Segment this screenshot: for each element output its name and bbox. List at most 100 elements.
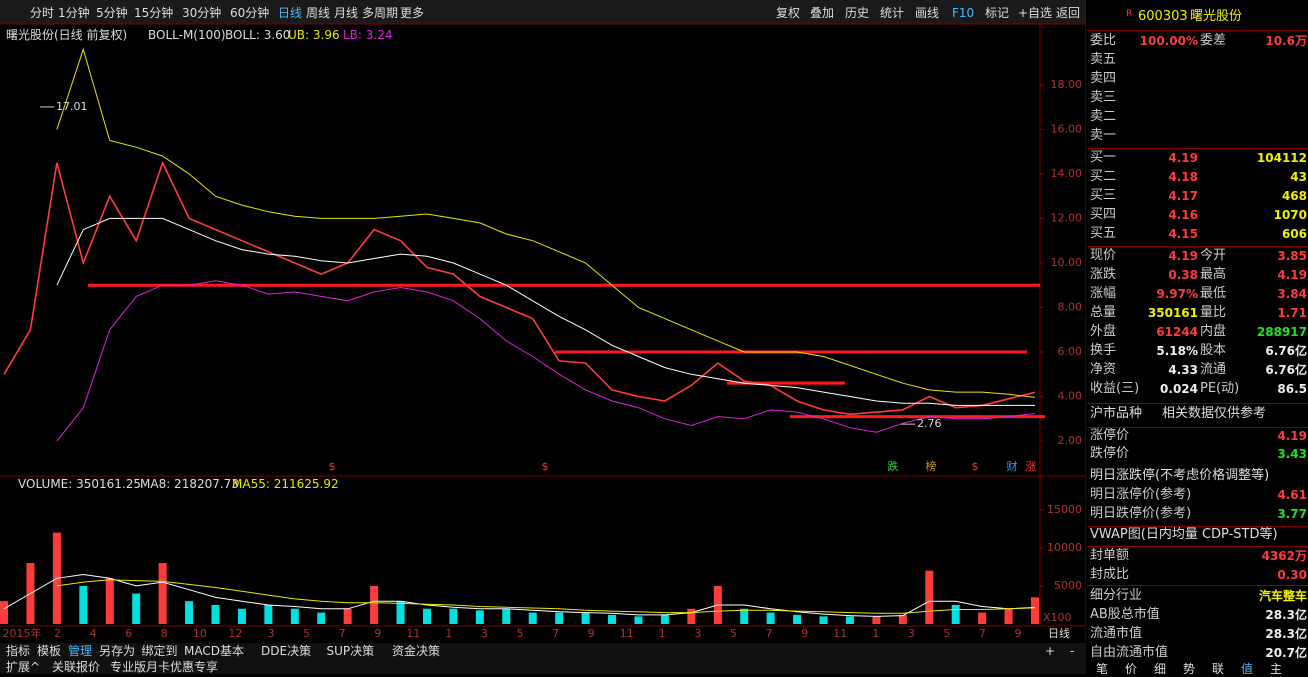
volume-bar <box>449 608 458 624</box>
bid-volume: 1070 <box>1273 208 1307 222</box>
period-tab[interactable]: 日线 <box>278 6 303 20</box>
toolbar-button[interactable]: 历史 <box>845 6 870 20</box>
x-tick-label: 3 <box>481 627 488 640</box>
panel-tab[interactable]: 细 <box>1154 662 1167 676</box>
x-tick-label: 5 <box>303 627 310 640</box>
period-tab[interactable]: 更多 <box>400 6 425 20</box>
field-label: PE(动) <box>1200 381 1240 396</box>
x-tick-label: 9 <box>588 627 595 640</box>
toolbar-button[interactable]: 统计 <box>880 6 905 20</box>
bottom-tool[interactable]: 绑定到 <box>141 644 178 658</box>
field-value: 4.61 <box>1277 488 1307 502</box>
chart-area: 2.00 4.00 6.00 8.00 10.00 12.00 14.00 16.00 18.0… <box>0 0 1086 674</box>
panel-tab[interactable]: 值 <box>1241 662 1254 676</box>
x-tick-label: 9 <box>1015 627 1022 640</box>
bottom-tool[interactable]: SUP决策 <box>326 644 375 658</box>
chart-title: 曙光股份(日线 前复权) <box>6 28 128 42</box>
x-tick-label: 11 <box>620 627 634 640</box>
volume-bar <box>475 610 484 624</box>
toolbar-button[interactable]: 画线 <box>915 6 940 20</box>
bid-price: 4.19 <box>1168 151 1198 165</box>
toolbar-button[interactable]: 复权 <box>776 6 801 20</box>
status-item[interactable]: 扩展^ <box>6 660 41 674</box>
indicator-legend: UB: 3.96 <box>288 28 340 42</box>
line-series <box>56 579 1036 614</box>
field-value: 6.76亿 <box>1265 344 1307 358</box>
zoom-button[interactable]: - <box>1070 644 1075 658</box>
field-label: 委差 <box>1200 33 1227 48</box>
field-label: 量比 <box>1200 305 1227 320</box>
panel-tab[interactable]: 联 <box>1212 662 1225 676</box>
bottom-tool[interactable]: 管理 <box>68 644 93 658</box>
volume-bar <box>1004 608 1013 624</box>
period-tab[interactable]: 5分钟 <box>96 6 128 20</box>
status-item[interactable]: 关联报价 <box>52 660 101 674</box>
field-value: 4.33 <box>1168 363 1198 377</box>
separator <box>1087 585 1308 586</box>
period-tab[interactable]: 15分钟 <box>134 6 174 20</box>
volume-bar <box>978 612 987 624</box>
toolbar-button[interactable]: +自选 <box>1018 6 1053 20</box>
period-tab[interactable]: 分时 <box>30 6 55 20</box>
bottom-tool[interactable]: 另存为 <box>99 644 136 658</box>
status-item[interactable]: 专业版月卡优惠专享 <box>110 660 219 674</box>
bottom-tool[interactable]: DDE决策 <box>261 644 312 658</box>
event-marker: $ <box>329 460 336 473</box>
field-value: 0.024 <box>1160 382 1198 396</box>
x-tick-label: 1 <box>659 627 666 640</box>
x-tick-label: 2 <box>54 627 61 640</box>
field-label: 净资 <box>1090 362 1117 377</box>
bottom-tool[interactable]: MACD基本 <box>184 644 244 658</box>
toolbar-button[interactable]: 返回 <box>1056 6 1081 20</box>
bid-label: 买三 <box>1090 188 1117 203</box>
toolbar-button[interactable]: F10 <box>952 6 975 20</box>
panel-tab[interactable]: 势 <box>1183 662 1196 676</box>
field-value: 100.00% <box>1139 34 1198 48</box>
volume-bar <box>422 608 431 624</box>
field-label: 最低 <box>1200 286 1227 301</box>
field-value: 20.7亿 <box>1265 646 1307 660</box>
period-tab[interactable]: 30分钟 <box>182 6 222 20</box>
field-value: 4.19 <box>1277 268 1307 282</box>
period-tab[interactable]: 1分钟 <box>58 6 90 20</box>
y-tick-label: 5000 <box>1054 579 1082 592</box>
volume-bar <box>845 616 854 624</box>
x-tick-label: 10 <box>193 627 207 640</box>
volume-legend: VOLUME: 350161.25 <box>18 477 141 491</box>
panel-tab[interactable]: 价 <box>1125 662 1138 676</box>
x-tick-label: 1 <box>872 627 879 640</box>
panel-tab[interactable]: 主 <box>1270 662 1283 676</box>
volume-bar <box>687 608 696 624</box>
bottom-tool[interactable]: 资金决策 <box>392 644 441 658</box>
x-tick-label: 3 <box>908 627 915 640</box>
volume-bar <box>528 612 537 624</box>
field-value: 28.3亿 <box>1265 608 1307 622</box>
bottom-tool[interactable]: 模板 <box>37 644 62 658</box>
zoom-button[interactable]: + <box>1045 644 1056 658</box>
panel-tab[interactable]: 笔 <box>1096 662 1109 676</box>
period-tab[interactable]: 60分钟 <box>230 6 270 20</box>
y-tick-label: 16.00 <box>1051 122 1083 135</box>
field-label: 收益(三) <box>1090 381 1140 396</box>
field-value: 4.19 <box>1168 249 1198 263</box>
y-tick-label: 10.00 <box>1051 256 1083 269</box>
period-tab[interactable]: 月线 <box>334 6 359 20</box>
period-tab[interactable]: 周线 <box>306 6 331 20</box>
field-label: 封单额 <box>1090 548 1130 563</box>
bottom-tool[interactable]: 指标 <box>6 644 31 658</box>
y-tick-label: 14.00 <box>1051 167 1083 180</box>
field-label: 最高 <box>1200 267 1227 282</box>
ask-label: 卖五 <box>1090 52 1117 67</box>
volume-bar <box>608 614 617 624</box>
event-marker: 跌 <box>888 459 899 473</box>
field-label: 换手 <box>1090 343 1117 358</box>
field-value: 288917 <box>1256 325 1307 339</box>
toolbar-button[interactable]: 标记 <box>985 6 1010 20</box>
field-label: 现价 <box>1090 248 1117 263</box>
volume-bar <box>132 593 141 624</box>
section-title: 明日涨跌停(不考虑价格调整等) <box>1090 468 1270 483</box>
toolbar-button[interactable]: 叠加 <box>810 6 835 20</box>
field-label: 明日跌停价(参考) <box>1090 506 1192 521</box>
period-tab[interactable]: 多周期 <box>362 6 399 20</box>
